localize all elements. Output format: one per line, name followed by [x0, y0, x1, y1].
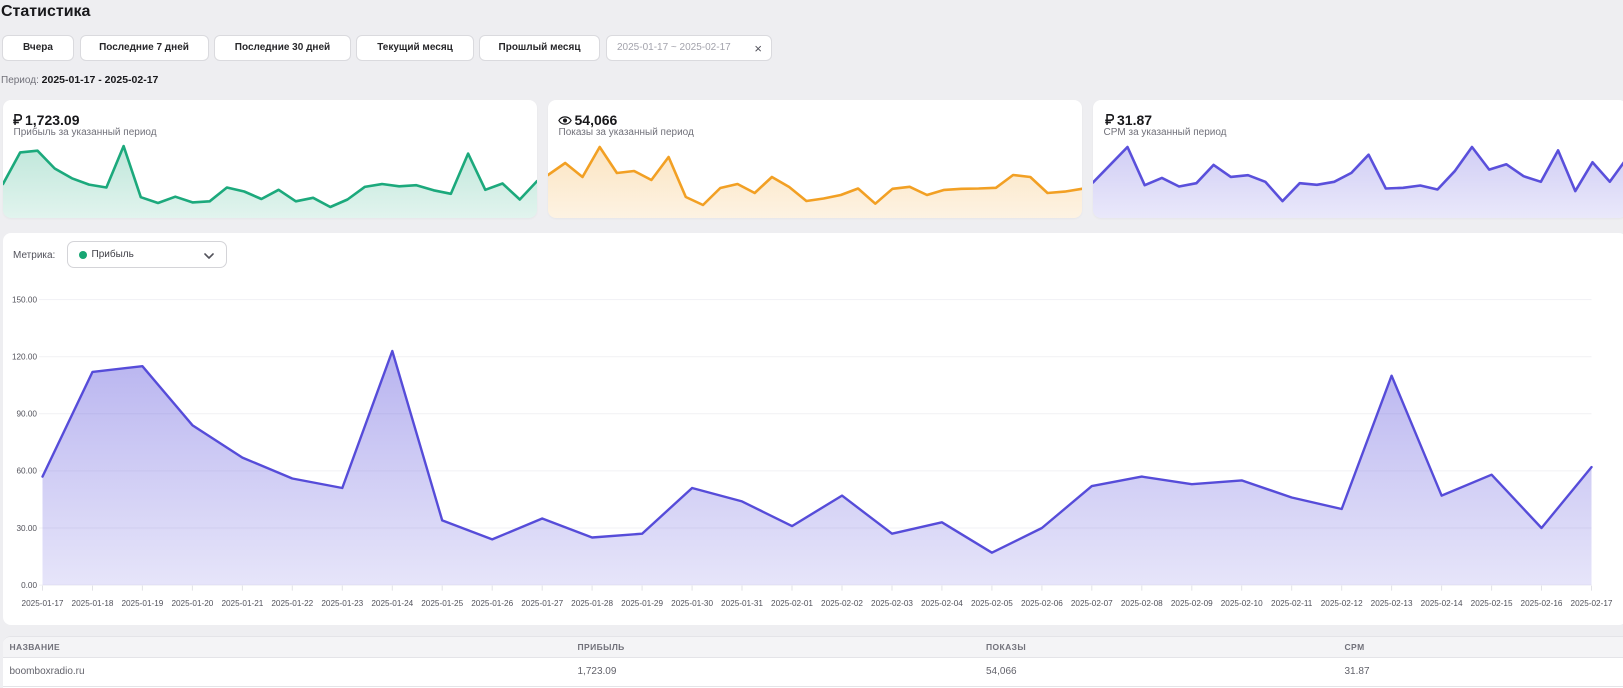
svg-text:30.00: 30.00: [17, 523, 38, 532]
svg-text:2025-02-09: 2025-02-09: [1171, 598, 1213, 607]
svg-text:2025-02-10: 2025-02-10: [1221, 598, 1263, 607]
svg-text:2025-01-17: 2025-01-17: [22, 598, 64, 607]
svg-text:2025-01-31: 2025-01-31: [721, 598, 763, 607]
svg-text:2025-02-14: 2025-02-14: [1421, 598, 1463, 607]
svg-text:2025-01-30: 2025-01-30: [671, 598, 713, 607]
svg-text:2025-01-28: 2025-01-28: [571, 598, 613, 607]
svg-text:120.00: 120.00: [12, 352, 37, 361]
svg-text:2025-02-07: 2025-02-07: [1071, 598, 1113, 607]
svg-text:2025-01-21: 2025-01-21: [221, 598, 263, 607]
svg-text:150.00: 150.00: [12, 295, 37, 304]
svg-text:60.00: 60.00: [17, 466, 38, 475]
svg-text:2025-01-27: 2025-01-27: [521, 598, 563, 607]
svg-text:2025-01-24: 2025-01-24: [371, 598, 413, 607]
svg-text:2025-01-26: 2025-01-26: [471, 598, 513, 607]
svg-text:2025-02-03: 2025-02-03: [871, 598, 913, 607]
svg-text:2025-01-20: 2025-01-20: [171, 598, 213, 607]
svg-text:2025-02-06: 2025-02-06: [1021, 598, 1063, 607]
svg-text:2025-02-11: 2025-02-11: [1271, 598, 1313, 607]
svg-text:2025-02-01: 2025-02-01: [771, 598, 813, 607]
svg-text:2025-02-08: 2025-02-08: [1121, 598, 1163, 607]
svg-text:2025-02-02: 2025-02-02: [821, 598, 863, 607]
svg-text:2025-01-23: 2025-01-23: [321, 598, 363, 607]
svg-text:2025-02-05: 2025-02-05: [971, 598, 1013, 607]
svg-text:2025-02-15: 2025-02-15: [1471, 598, 1513, 607]
svg-text:2025-02-04: 2025-02-04: [921, 598, 963, 607]
svg-text:2025-01-19: 2025-01-19: [121, 598, 163, 607]
svg-text:2025-01-25: 2025-01-25: [421, 598, 463, 607]
svg-text:2025-02-12: 2025-02-12: [1321, 598, 1363, 607]
svg-text:0.00: 0.00: [21, 580, 37, 589]
svg-text:90.00: 90.00: [17, 409, 38, 418]
svg-text:2025-02-16: 2025-02-16: [1521, 598, 1563, 607]
svg-text:2025-02-13: 2025-02-13: [1371, 598, 1413, 607]
svg-text:2025-01-29: 2025-01-29: [621, 598, 663, 607]
svg-text:2025-01-18: 2025-01-18: [72, 598, 114, 607]
svg-text:2025-01-22: 2025-01-22: [271, 598, 313, 607]
svg-text:2025-02-17: 2025-02-17: [1571, 598, 1613, 607]
